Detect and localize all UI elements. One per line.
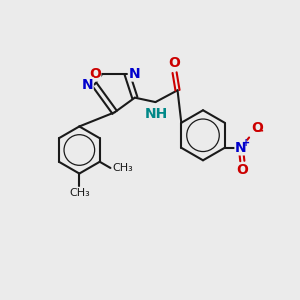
Text: O: O <box>251 121 263 135</box>
Text: O: O <box>89 67 101 81</box>
Text: O: O <box>169 56 181 70</box>
Text: O: O <box>236 164 248 177</box>
Text: N: N <box>235 141 247 155</box>
Text: N: N <box>129 67 140 81</box>
Text: NH: NH <box>144 107 168 122</box>
Text: CH₃: CH₃ <box>112 163 133 173</box>
Text: −: − <box>253 124 264 137</box>
Text: +: + <box>242 138 250 148</box>
Text: N: N <box>81 78 93 92</box>
Text: CH₃: CH₃ <box>69 188 90 198</box>
